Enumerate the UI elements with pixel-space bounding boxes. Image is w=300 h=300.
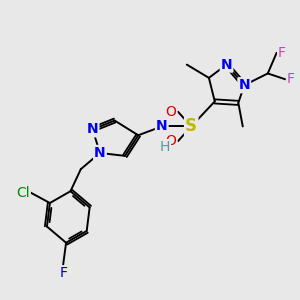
- Text: N: N: [156, 119, 168, 134]
- Text: F: F: [278, 46, 286, 60]
- Text: F: F: [59, 266, 67, 280]
- Text: O: O: [166, 105, 176, 119]
- Text: N: N: [94, 146, 106, 160]
- Text: S: S: [185, 117, 197, 135]
- Text: F: F: [287, 72, 295, 86]
- Text: N: N: [238, 78, 250, 92]
- Text: N: N: [221, 58, 232, 72]
- Text: Cl: Cl: [16, 186, 30, 200]
- Text: O: O: [166, 134, 176, 148]
- Text: N: N: [87, 122, 98, 136]
- Text: H: H: [160, 140, 170, 154]
